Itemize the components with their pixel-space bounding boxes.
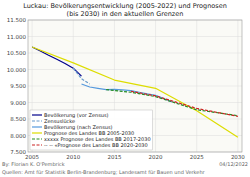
series-line bbox=[32, 47, 81, 76]
x-tick-label: 2020 bbox=[149, 154, 163, 160]
legend-handle bbox=[32, 114, 42, 115]
grid-line-y bbox=[28, 69, 242, 70]
y-tick-label: 9.000 bbox=[10, 100, 26, 106]
grid-line-y bbox=[28, 36, 242, 37]
legend-handle bbox=[32, 144, 42, 145]
grid-line-x bbox=[155, 20, 156, 152]
y-tick-label: 10.500 bbox=[7, 50, 27, 56]
footer-note: 04/12/2022 bbox=[219, 161, 248, 167]
series-line bbox=[73, 68, 89, 84]
title: Luckau: Bevölkerungsentwicklung (2005-20… bbox=[23, 2, 227, 18]
legend-handle bbox=[32, 138, 42, 139]
plot-background bbox=[28, 20, 242, 152]
y-tick-label: 9.500 bbox=[10, 83, 26, 89]
y-tick-label: 10.000 bbox=[7, 67, 27, 73]
x-tick-label: 2025 bbox=[190, 154, 204, 160]
grid-line-y bbox=[28, 53, 242, 54]
y-tick-label: 11.000 bbox=[7, 34, 27, 40]
grid-line-y bbox=[28, 102, 242, 103]
y-tick-label: 8.500 bbox=[10, 116, 26, 122]
x-tick-label: 2015 bbox=[107, 154, 121, 160]
grid-line-y bbox=[28, 86, 242, 87]
grid bbox=[28, 20, 242, 152]
y-tick-label: 8.000 bbox=[10, 133, 26, 139]
grid-line-x bbox=[237, 20, 238, 152]
series-line bbox=[82, 84, 173, 102]
footer-note: By: Florian K. O'Pembrick bbox=[2, 161, 65, 168]
legend-handle bbox=[32, 132, 42, 133]
y-tick-label: 7.500 bbox=[10, 149, 26, 155]
legend-label: -- -- «Prognose des Landes BB 2020-2030 bbox=[44, 142, 148, 149]
legend-frame bbox=[30, 110, 153, 150]
legend-handle bbox=[32, 126, 42, 127]
x-tick-label: 2010 bbox=[66, 154, 80, 160]
grid-line-x bbox=[196, 20, 197, 152]
chart: Luckau: Bevölkerungsentwicklung (2005-20… bbox=[0, 0, 250, 177]
plot-frame bbox=[28, 20, 242, 152]
x-tick-label: 2005 bbox=[25, 154, 39, 160]
legend-handle bbox=[32, 120, 42, 121]
x-tick-label: 2030 bbox=[231, 154, 245, 160]
legend: Bevölkerung (vor Zensus)ZensuslückeBevöl… bbox=[30, 110, 153, 150]
footer-note: Quellen: Amt für Statistik Berlin-Brande… bbox=[2, 169, 206, 176]
y-tick-label: 11.500 bbox=[7, 17, 27, 23]
title-line: (bis 2030) in den aktuellen Grenzen bbox=[67, 10, 184, 18]
